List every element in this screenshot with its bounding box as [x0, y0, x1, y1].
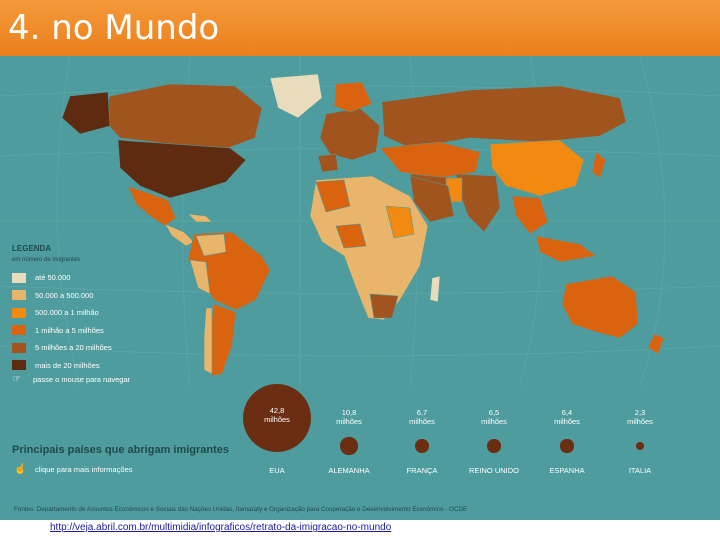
legend-item: até 50.000 [12, 269, 202, 287]
top-countries-hint-text: clique para mais informações [35, 465, 133, 474]
country-value: 42,8 milhões [232, 406, 322, 424]
slide-title: 4. no Mundo [8, 8, 220, 48]
legend-swatch [12, 325, 26, 336]
legend-hint: ☞ passe o mouse para navegar [12, 374, 202, 385]
country-value-unit: milhões [554, 417, 580, 426]
source-link[interactable]: http://veja.abril.com.br/multimidia/info… [50, 522, 392, 533]
pointer-icon: ☞ [12, 374, 21, 385]
title-bar: 4. no Mundo [0, 0, 720, 56]
legend-title: LEGENDA [12, 244, 52, 253]
legend-label: até 50.000 [35, 273, 71, 283]
country-value: 6,7 milhões [377, 408, 467, 426]
country-value: 6,4 milhões [522, 408, 612, 426]
country-value: 2,3 milhões [595, 408, 685, 426]
legend-items: até 50.000 50.000 a 500.000 500.000 a 1 mi… [12, 269, 202, 374]
country-name[interactable]: EUA [269, 466, 285, 475]
country-value-unit: milhões [264, 415, 290, 424]
legend-hint-text: passe o mouse para navegar [33, 375, 131, 384]
country-value-number: 6,7 [416, 408, 428, 417]
country-bubble[interactable] [243, 384, 311, 452]
map-graticule [0, 56, 720, 387]
country-name[interactable]: ESPANHA [549, 466, 585, 475]
country-value-number: 6,5 [488, 408, 500, 417]
legend-swatch [12, 360, 26, 371]
continents [61, 73, 665, 377]
legend-item: 1 milhão a 5 milhões [12, 322, 202, 340]
country-value-unit: milhões [481, 417, 507, 426]
legend-label: 50.000 a 500.000 [35, 290, 94, 300]
country-name[interactable]: REINO UNIDO [468, 466, 519, 475]
legend-item: 5 milhões a 20 milhões [12, 339, 202, 357]
legend-item: mais de 20 milhões [12, 357, 202, 375]
legend-label: 5 milhões a 20 milhões [35, 343, 112, 353]
country-value-number: 42,8 [269, 406, 285, 415]
top-countries-hint: ☝ clique para mais informações [14, 464, 133, 475]
country-value-number: 6,4 [561, 408, 573, 417]
source-note: Fontes: Departamento de Assuntos Econômi… [14, 506, 468, 513]
country-bubble[interactable] [487, 439, 501, 453]
legend-subtitle: em número de imigrantes [12, 257, 81, 263]
country-value-number: 10,8 [341, 408, 357, 417]
country-value-unit: milhões [627, 417, 653, 426]
country-value-unit: milhões [336, 417, 362, 426]
world-map-panel[interactable]: LEGENDA em número de imigrantes até 50.0… [0, 56, 720, 520]
country-value-unit: milhões [409, 417, 435, 426]
country-bubble[interactable] [560, 439, 574, 453]
legend-swatch [12, 290, 26, 301]
legend-label: 1 milhão a 5 milhões [35, 325, 104, 335]
legend-swatch [12, 307, 26, 318]
country-name[interactable]: FRANÇA [406, 466, 438, 475]
top-countries-title: Principais países que abrigam imigrantes [12, 444, 230, 456]
hand-cursor-icon: ☝ [14, 464, 27, 475]
legend-label: 500.000 a 1 milhão [35, 308, 99, 318]
legend-swatch [12, 342, 26, 353]
legend-label: mais de 20 milhões [35, 360, 100, 370]
country-value: 6,5 milhões [449, 408, 539, 426]
country-value-number: 2,3 [634, 408, 646, 417]
country-bubble[interactable] [415, 439, 429, 453]
legend-item: 500.000 a 1 milhão [12, 304, 202, 322]
country-bubble[interactable] [636, 442, 644, 450]
country-value: 10,8 milhões [304, 408, 394, 426]
legend-swatch [12, 272, 26, 283]
country-name[interactable]: ALEMANHA [328, 466, 370, 475]
legend: LEGENDA em número de imigrantes até 50.0… [12, 244, 202, 385]
country-bubble[interactable] [340, 437, 358, 455]
country-name[interactable]: ITALIA [628, 466, 652, 475]
legend-item: 50.000 a 500.000 [12, 287, 202, 305]
